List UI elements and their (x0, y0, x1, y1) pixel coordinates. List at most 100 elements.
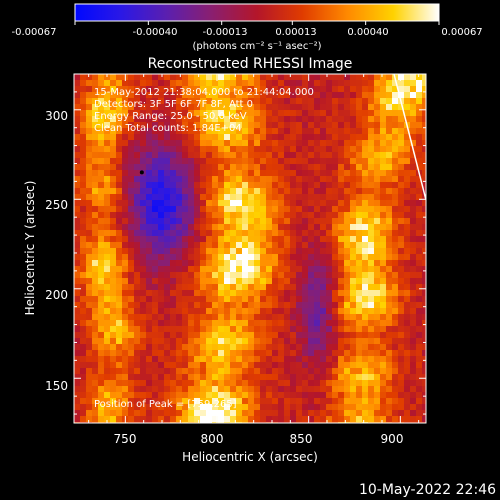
heatmap-cell (146, 182, 153, 189)
heatmap-cell (86, 188, 93, 195)
heatmap-cell (248, 140, 255, 147)
heatmap-cell (206, 296, 213, 303)
heatmap-cell (224, 248, 231, 255)
heatmap-cell (392, 266, 399, 273)
heatmap-cell (362, 254, 369, 261)
heatmap-cell (194, 338, 201, 345)
heatmap-cell (158, 122, 165, 129)
heatmap-cell (212, 182, 219, 189)
heatmap-cell (212, 356, 219, 363)
heatmap-cell (248, 86, 255, 93)
heatmap-cell (224, 92, 231, 99)
heatmap-cell (80, 332, 87, 339)
heatmap-cell (104, 398, 111, 405)
heatmap-cell (272, 104, 279, 111)
heatmap-cell (182, 368, 189, 375)
heatmap-cell (230, 98, 237, 105)
heatmap-cell (182, 152, 189, 159)
heatmap-cell (374, 128, 381, 135)
heatmap-cell (260, 176, 267, 183)
heatmap-cell (188, 140, 195, 147)
heatmap-cell (362, 314, 369, 321)
heatmap-cell (386, 218, 393, 225)
heatmap-cell (362, 356, 369, 363)
heatmap-cell (302, 86, 309, 93)
heatmap-cell (404, 314, 411, 321)
heatmap-cell (272, 218, 279, 225)
heatmap-cell (170, 218, 177, 225)
heatmap-cell (122, 248, 129, 255)
heatmap-cell (152, 254, 159, 261)
heatmap-cell (224, 200, 231, 207)
heatmap-cell (164, 332, 171, 339)
heatmap-cell (320, 134, 327, 141)
heatmap-cell (134, 224, 141, 231)
heatmap-cell (158, 326, 165, 333)
heatmap-cell (80, 338, 87, 345)
heatmap-cell (302, 80, 309, 87)
heatmap-cell (134, 104, 141, 111)
heatmap-cell (74, 98, 81, 105)
heatmap-cell (170, 110, 177, 117)
heatmap-cell (344, 212, 351, 219)
heatmap-cell (176, 236, 183, 243)
heatmap-cell (350, 116, 357, 123)
heatmap-cell (164, 140, 171, 147)
heatmap-cell (128, 344, 135, 351)
heatmap-cell (254, 188, 261, 195)
heatmap-cell (290, 404, 297, 411)
heatmap-cell (386, 254, 393, 261)
heatmap-cell (374, 110, 381, 117)
heatmap-cell (422, 206, 426, 213)
heatmap-cell (92, 242, 99, 249)
heatmap-cell (92, 314, 99, 321)
heatmap-cell (338, 314, 345, 321)
heatmap-cell (170, 176, 177, 183)
heatmap-cell (188, 392, 195, 399)
heatmap-cell (320, 248, 327, 255)
heatmap-cell (290, 362, 297, 369)
heatmap-cell (170, 254, 177, 261)
heatmap-cell (200, 170, 207, 177)
heatmap-cell (170, 182, 177, 189)
heatmap-cell (212, 188, 219, 195)
heatmap-cell (74, 380, 81, 387)
heatmap-cell (104, 254, 111, 261)
heatmap-cell (308, 200, 315, 207)
heatmap-cell (272, 236, 279, 243)
heatmap-cell (410, 158, 417, 165)
heatmap-cell (314, 254, 321, 261)
heatmap-cell (308, 122, 315, 129)
heatmap-cell (134, 92, 141, 99)
heatmap-cell (74, 404, 81, 411)
heatmap-cell (92, 278, 99, 285)
heatmap-cell (128, 290, 135, 297)
heatmap-cell (398, 158, 405, 165)
heatmap-cell (296, 260, 303, 267)
heatmap-cell (248, 176, 255, 183)
heatmap-cell (422, 224, 426, 231)
heatmap-cell (194, 362, 201, 369)
heatmap-cell (332, 176, 339, 183)
heatmap-cell (308, 146, 315, 153)
heatmap-cell (194, 278, 201, 285)
heatmap-cell (98, 116, 105, 123)
heatmap-cell (230, 296, 237, 303)
heatmap-cell (134, 242, 141, 249)
heatmap-cell (404, 86, 411, 93)
heatmap-cell (200, 176, 207, 183)
heatmap-cell (344, 272, 351, 279)
heatmap-cell (74, 128, 81, 135)
heatmap-cell (416, 116, 423, 123)
heatmap-cell (398, 236, 405, 243)
heatmap-cell (110, 146, 117, 153)
heatmap-cell (248, 284, 255, 291)
colorbar-tick-label: -0.00067 (12, 27, 57, 38)
heatmap-cell (110, 386, 117, 393)
heatmap-cell (200, 122, 207, 129)
heatmap-cell (278, 224, 285, 231)
heatmap-cell (74, 194, 81, 201)
heatmap-cell (362, 386, 369, 393)
heatmap-cell (266, 254, 273, 261)
heatmap-cell (314, 296, 321, 303)
